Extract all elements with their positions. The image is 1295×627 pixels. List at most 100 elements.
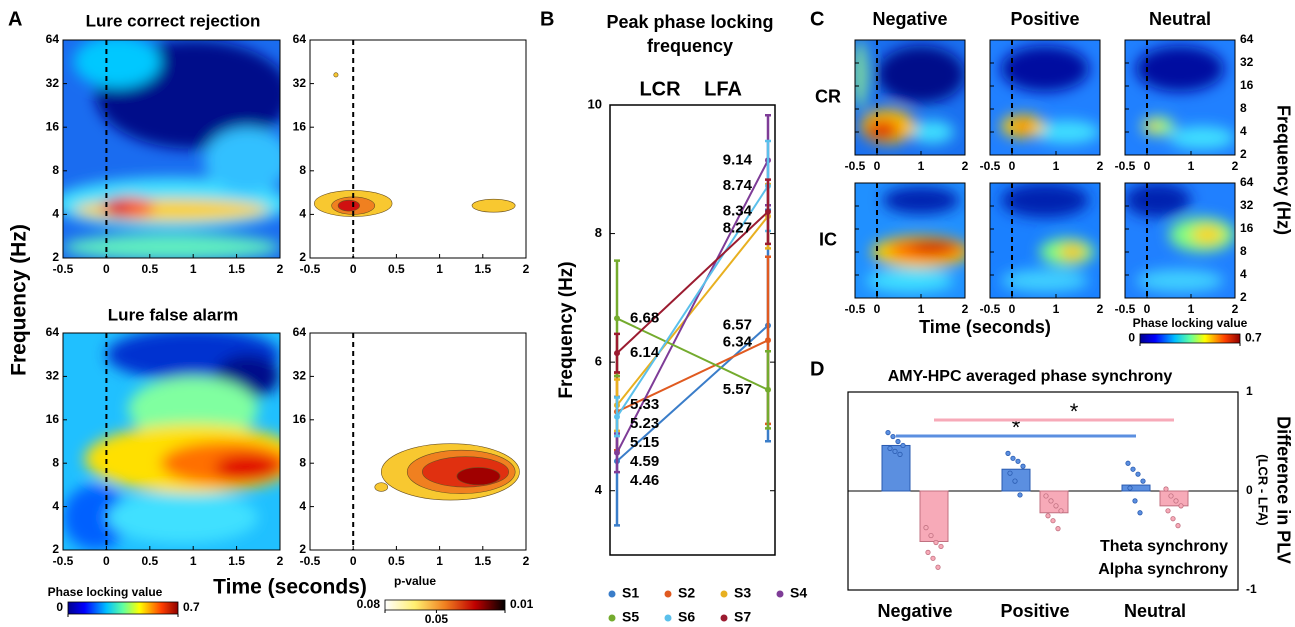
column-title: Positive [1010, 9, 1079, 29]
x-tick-label: 0 [350, 262, 357, 276]
subject-point [1010, 455, 1016, 461]
colorbar-title: Phase locking value [1133, 316, 1248, 330]
y-tick-label: 16 [46, 412, 60, 426]
map-blob [456, 467, 501, 486]
x-tick-label: 0.5 [388, 262, 405, 276]
map-blob [1001, 183, 1089, 218]
y-tick-label: 2 [1240, 290, 1247, 304]
map-blob [1059, 243, 1086, 261]
x-tick-label: 0 [874, 159, 881, 173]
legend-marker [720, 614, 728, 622]
x-tick-label: 1 [1188, 159, 1195, 173]
map-blob [73, 40, 161, 88]
y-tick-label: 4 [595, 482, 603, 497]
x-tick-label: 0 [1009, 302, 1016, 316]
value-label: 5.23 [630, 415, 659, 432]
y-tick-label: 64 [1240, 175, 1254, 189]
colorbar-tick-label: 0.01 [510, 597, 534, 611]
map-blob [1191, 225, 1224, 244]
map-blob [866, 120, 899, 139]
x-tick-label: 1.5 [228, 554, 245, 568]
subject-point [1125, 460, 1131, 466]
map-frame [62, 332, 281, 551]
y-tick-label: 32 [46, 76, 60, 90]
subject-point [895, 438, 901, 445]
series-line [616, 215, 769, 406]
row-label: CR [815, 86, 841, 106]
heatmap-image [855, 183, 965, 298]
subject-point [1132, 498, 1138, 504]
bar [1159, 490, 1189, 507]
y-tick-label: 4 [299, 207, 306, 221]
subject-point [1058, 508, 1064, 514]
y-tick-label: 6 [595, 354, 602, 369]
colorbar-tick-label: 0.7 [183, 600, 200, 614]
heatmap-image [63, 333, 280, 550]
y-tick-label: 8 [52, 455, 59, 469]
x-axis-label: Time (seconds) [213, 576, 367, 599]
y-tick-label: 16 [293, 119, 307, 133]
x-tick-label: -0.5 [1115, 302, 1136, 316]
subject-point [1137, 510, 1143, 516]
subject-point [1165, 508, 1171, 514]
x-tick-label: 1 [918, 302, 925, 316]
subject-point [1005, 450, 1011, 456]
colorbar-tick-label: 0.08 [357, 597, 381, 611]
x-tick-label: -0.5 [980, 159, 1001, 173]
y-tick-label: 8 [1240, 101, 1247, 115]
y-tick-label: -1 [1246, 582, 1257, 596]
bar [881, 444, 911, 492]
subject-point [933, 539, 939, 546]
colorbar-title: Phase locking value [48, 585, 163, 599]
x-tick-label: -0.5 [980, 302, 1001, 316]
map-frame [1124, 182, 1236, 299]
subject-point [1170, 516, 1176, 522]
x-tick-label: -0.5 [53, 554, 74, 568]
y-tick-label: 16 [1240, 221, 1254, 235]
colorbar-tick-label: 0.7 [1245, 331, 1262, 345]
x-tick-label: 0 [874, 302, 881, 316]
panel-letter: A [8, 8, 22, 30]
x-tick-label: 0 [103, 554, 110, 568]
heatmap-image [855, 40, 965, 155]
x-tick-label: Negative [877, 601, 952, 621]
colorbar [67, 601, 179, 615]
value-label: 9.14 [723, 151, 753, 168]
value-label: 6.34 [723, 333, 753, 350]
data-point [765, 386, 771, 393]
subject-point [1178, 503, 1184, 509]
x-tick-label: 0 [350, 554, 357, 568]
heatmap-image [990, 183, 1100, 298]
y-tick-label: 8 [299, 163, 306, 177]
y-tick-label: 64 [293, 325, 307, 339]
x-tick-label: 2 [277, 554, 284, 568]
colorbar [384, 599, 506, 611]
subject-point [890, 433, 896, 440]
legend-marker [664, 614, 672, 622]
map-blob [63, 484, 129, 550]
legend-marker [776, 590, 784, 598]
y-tick-label: 64 [1240, 32, 1254, 46]
y-tick-label: 1 [1246, 384, 1253, 398]
value-label: 5.57 [723, 381, 752, 398]
chart-title: AMY-HPC averaged phase synchrony [888, 368, 1173, 385]
subject-point [1043, 493, 1049, 499]
x-tick-label: 1.5 [228, 262, 245, 276]
map-blob [1145, 121, 1160, 131]
map-blobs [63, 40, 280, 258]
x-tick-label: 2 [1232, 302, 1239, 316]
subject-point [892, 448, 898, 454]
x-tick-label: 2 [1097, 159, 1104, 173]
legend-label: S4 [790, 585, 807, 601]
map-blob [374, 482, 389, 492]
data-point [614, 350, 620, 357]
y-tick-label: 32 [1240, 55, 1254, 69]
panel-letter: B [540, 8, 554, 30]
y-tick-label: 16 [293, 412, 307, 426]
subject-point [1135, 471, 1141, 477]
subject-point [1015, 458, 1021, 464]
value-label: 8.34 [723, 203, 753, 220]
value-label: 5.33 [630, 396, 659, 413]
series-line [616, 159, 769, 454]
map-blob [128, 376, 259, 442]
